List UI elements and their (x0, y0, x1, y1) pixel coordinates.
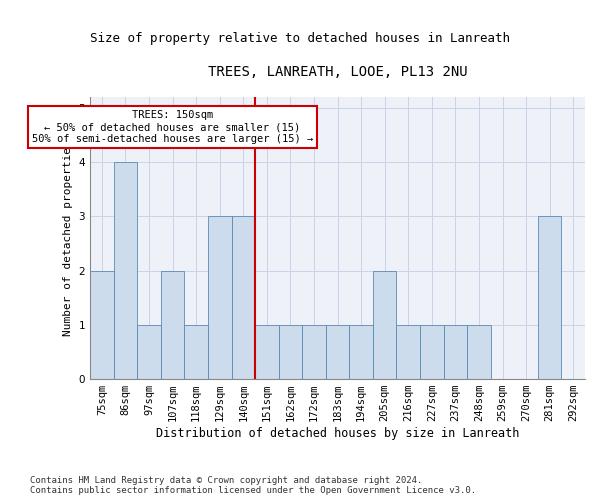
Bar (232, 216, 255, 379)
Bar (278, 325, 302, 379)
Bar (538, 216, 562, 379)
Bar (373, 270, 397, 379)
Bar (397, 325, 420, 379)
Bar (420, 325, 443, 379)
Bar (90, 270, 113, 379)
Bar (349, 325, 373, 379)
Y-axis label: Number of detached properties: Number of detached properties (63, 140, 73, 336)
Bar (443, 325, 467, 379)
Bar (467, 325, 491, 379)
Bar (113, 162, 137, 379)
Bar (326, 325, 349, 379)
Title: TREES, LANREATH, LOOE, PL13 2NU: TREES, LANREATH, LOOE, PL13 2NU (208, 65, 467, 79)
Text: Size of property relative to detached houses in Lanreath: Size of property relative to detached ho… (90, 32, 510, 45)
Bar (161, 270, 184, 379)
X-axis label: Distribution of detached houses by size in Lanreath: Distribution of detached houses by size … (156, 427, 519, 440)
Bar (302, 325, 326, 379)
Bar (208, 216, 232, 379)
Text: TREES: 150sqm
← 50% of detached houses are smaller (15)
50% of semi-detached hou: TREES: 150sqm ← 50% of detached houses a… (32, 110, 313, 144)
Text: Contains HM Land Registry data © Crown copyright and database right 2024.
Contai: Contains HM Land Registry data © Crown c… (30, 476, 476, 495)
Bar (255, 325, 278, 379)
Bar (184, 325, 208, 379)
Bar (137, 325, 161, 379)
